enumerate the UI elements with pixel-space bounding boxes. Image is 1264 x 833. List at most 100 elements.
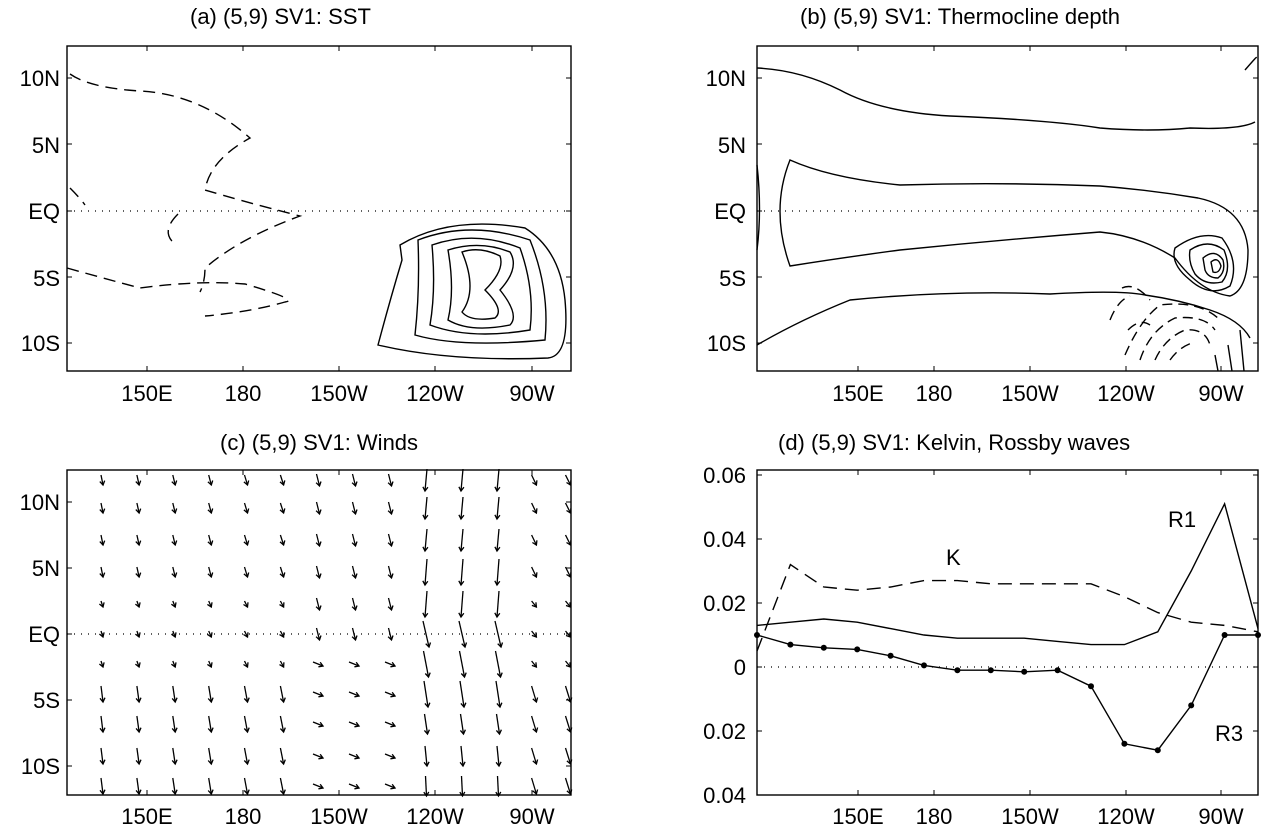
wind-arrow-head xyxy=(458,486,465,493)
wind-arrow-head xyxy=(460,672,467,679)
wind-arrow xyxy=(531,474,537,486)
panel-a-negative-contours xyxy=(66,73,303,317)
wind-arrow xyxy=(100,534,104,546)
wind-arrow xyxy=(424,775,428,797)
wind-arrow xyxy=(460,558,464,586)
wind-arrow xyxy=(348,661,360,667)
wind-arrow xyxy=(208,747,212,765)
wind-arrow-head xyxy=(207,727,214,734)
wind-arrow xyxy=(387,565,393,579)
wind-arrow-head xyxy=(315,605,322,612)
panel-b-ytick: 5S xyxy=(719,266,746,291)
wind-arrow-head xyxy=(318,753,325,760)
wind-arrow xyxy=(136,685,140,703)
wind-arrow xyxy=(496,745,500,767)
wind-arrow-head xyxy=(279,727,286,734)
series-label-r3: R3 xyxy=(1215,721,1244,746)
wind-arrow-head xyxy=(279,789,286,796)
wind-arrow xyxy=(351,473,357,487)
wind-arrow-head xyxy=(423,729,430,736)
wind-arrow xyxy=(496,528,500,552)
wind-arrow-head xyxy=(459,761,466,768)
wind-arrow xyxy=(208,566,212,578)
wind-arrow-head xyxy=(315,635,322,642)
wind-arrow-head xyxy=(243,540,250,547)
wind-arrow xyxy=(100,502,104,514)
wind-arrow-head xyxy=(315,541,322,548)
wind-arrow-head xyxy=(207,662,213,669)
wind-arrow-head xyxy=(243,480,250,487)
wind-arrow-head xyxy=(171,572,178,579)
wind-arrow-head xyxy=(422,580,429,587)
series-point-r3 xyxy=(1021,668,1028,675)
series-point-r3 xyxy=(987,667,994,674)
series-label-k: K xyxy=(946,545,961,570)
wind-arrow-head xyxy=(532,572,538,579)
wind-arrow-head xyxy=(565,662,572,668)
wind-arrow xyxy=(172,777,176,795)
series-label-r1: R1 xyxy=(1168,507,1197,532)
wind-arrow xyxy=(312,691,324,697)
panel-a-ytick: 5N xyxy=(31,133,60,158)
wind-arrow xyxy=(496,496,500,520)
wind-arrow xyxy=(424,745,428,767)
wind-arrow xyxy=(315,565,321,579)
panel-a-xtick: 120W xyxy=(406,381,464,406)
wind-arrow xyxy=(315,473,321,487)
wind-arrow xyxy=(424,558,428,586)
panel-d-xtick: 150E xyxy=(832,804,884,829)
wind-arrow-head xyxy=(387,509,394,516)
wind-arrow-head xyxy=(566,572,572,579)
panel-d-axes-box xyxy=(756,469,1259,796)
wind-arrow-head xyxy=(135,480,142,487)
wind-arrow xyxy=(351,565,357,579)
series-point-r3 xyxy=(787,641,794,648)
wind-arrow xyxy=(424,590,428,618)
wind-arrow-head xyxy=(135,789,142,796)
wind-arrow-head xyxy=(461,642,468,649)
wind-arrow-head xyxy=(171,759,178,766)
wind-arrow xyxy=(459,680,465,708)
wind-arrow-head xyxy=(460,702,467,709)
wind-arrow xyxy=(279,566,285,578)
wind-arrow-head xyxy=(351,541,358,548)
wind-arrow xyxy=(424,496,428,520)
wind-arrow-head xyxy=(318,661,325,668)
wind-arrow xyxy=(208,474,212,486)
wind-arrow xyxy=(384,661,396,667)
wind-arrow xyxy=(531,502,537,514)
wind-arrow-head xyxy=(135,508,142,515)
wind-arrow-head xyxy=(532,789,539,796)
panel-c-xtick: 150E xyxy=(121,804,173,829)
wind-arrow-head xyxy=(390,753,397,760)
panel-c-ytick: 5N xyxy=(31,556,60,581)
wind-arrow xyxy=(387,627,393,641)
wind-arrow-head xyxy=(207,697,214,704)
wind-arrow-head xyxy=(354,721,361,728)
wind-arrow xyxy=(530,777,538,795)
wind-arrow xyxy=(172,502,176,514)
wind-arrow xyxy=(564,747,572,765)
panel-b-xtick: 90W xyxy=(1198,381,1244,406)
wind-arrow-head xyxy=(134,662,141,669)
panel-d-ytick: 0.04 xyxy=(703,783,746,808)
wind-arrow-head xyxy=(243,632,249,639)
panel-a xyxy=(66,45,572,372)
panel-a-ytick: 10N xyxy=(19,66,60,91)
wind-arrow xyxy=(172,566,176,578)
wind-arrow xyxy=(564,685,572,703)
wind-arrow-head xyxy=(351,481,358,488)
wind-arrow-head xyxy=(424,702,431,709)
wind-arrow xyxy=(423,680,429,708)
wind-arrow-head xyxy=(459,791,466,798)
wind-arrow-head xyxy=(315,481,322,488)
panel-b-xtick: 120W xyxy=(1097,381,1155,406)
wind-arrow xyxy=(243,747,249,765)
wind-arrow-head xyxy=(171,697,178,704)
wind-arrow-head xyxy=(98,662,105,669)
wind-arrow xyxy=(458,620,466,648)
wind-arrow-head xyxy=(99,572,106,579)
wind-arrow-head xyxy=(566,759,573,766)
wind-arrow xyxy=(460,775,464,797)
wind-arrow xyxy=(458,650,466,678)
